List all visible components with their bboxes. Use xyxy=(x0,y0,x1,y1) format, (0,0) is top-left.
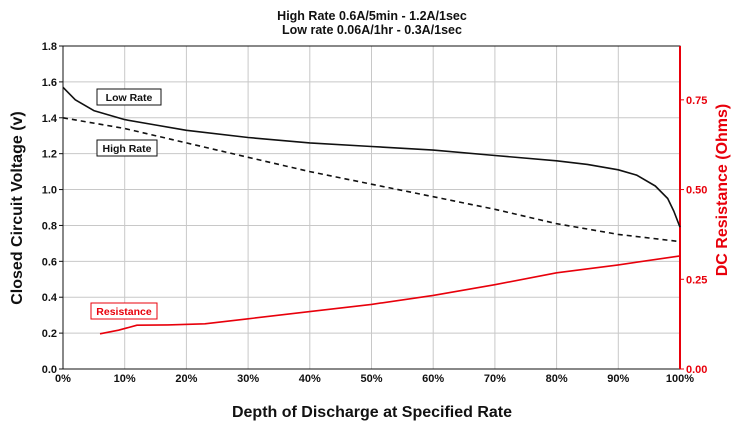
legend-label-low-rate: Low Rate xyxy=(96,88,162,106)
x-tick-label: 90% xyxy=(607,373,629,385)
y-axis-ticks: 0.0 0.2 0.4 0.6 0.8 1.0 1.2 1.4 1.6 1.8 xyxy=(42,41,63,376)
y2-tick-label: 0.75 xyxy=(686,95,707,107)
y2-axis-ticks: 0.00 0.25 0.50 0.75 xyxy=(680,95,707,376)
chart-title-line-1: High Rate 0.6A/5min - 1.2A/1sec xyxy=(277,9,467,23)
y-axis-title: Closed Circuit Voltage (v) xyxy=(9,111,26,305)
x-tick-label: 30% xyxy=(237,373,259,385)
resistance-label: Resistance xyxy=(96,306,152,318)
x-tick-label: 0% xyxy=(55,373,71,385)
y-tick-label: 0.0 xyxy=(42,364,57,376)
y2-tick-label: 0.50 xyxy=(686,185,707,197)
y-tick-label: 1.6 xyxy=(42,77,57,89)
y-tick-label: 0.2 xyxy=(42,328,57,340)
x-tick-label: 20% xyxy=(175,373,197,385)
y-tick-label: 1.0 xyxy=(42,185,57,197)
chart-title-line-2: Low rate 0.06A/1hr - 0.3A/1sec xyxy=(282,23,462,37)
series-line-resistance xyxy=(99,255,681,335)
low-rate-label: Low Rate xyxy=(106,92,153,104)
series-lines xyxy=(62,86,681,335)
y2-tick-label: 0.25 xyxy=(686,274,707,286)
y-tick-label: 0.6 xyxy=(42,256,57,268)
x-axis-ticks: 0% 10% 20% 30% 40% 50% 60% 70% 80% 90% 100% xyxy=(55,373,694,385)
y-tick-label: 0.4 xyxy=(42,292,58,304)
x-tick-label: 50% xyxy=(360,373,382,385)
legend-label-resistance: Resistance xyxy=(90,302,158,320)
x-axis-title: Depth of Discharge at Specified Rate xyxy=(232,404,512,421)
y-tick-label: 1.8 xyxy=(42,41,57,53)
legend-label-high-rate: High Rate xyxy=(96,139,158,157)
y-tick-label: 1.4 xyxy=(42,113,58,125)
x-tick-label: 10% xyxy=(114,373,136,385)
x-tick-label: 60% xyxy=(422,373,444,385)
y-tick-label: 1.2 xyxy=(42,149,57,161)
series-line-low-rate xyxy=(62,86,681,228)
y-tick-label: 0.8 xyxy=(42,220,57,232)
x-tick-label: 80% xyxy=(546,373,568,385)
y2-tick-label: 0.00 xyxy=(686,364,707,376)
x-tick-label: 70% xyxy=(484,373,506,385)
grid xyxy=(63,46,680,369)
y2-axis-title: DC Resistance (Ohms) xyxy=(714,104,731,277)
x-tick-label: 40% xyxy=(299,373,321,385)
high-rate-label: High Rate xyxy=(102,143,151,155)
x-tick-label: 100% xyxy=(666,373,694,385)
